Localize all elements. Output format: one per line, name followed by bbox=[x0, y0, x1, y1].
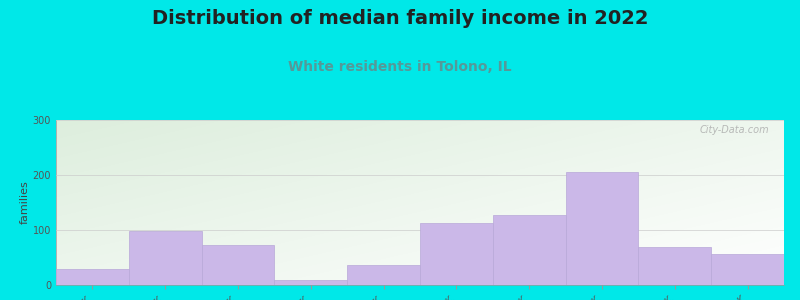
Bar bbox=[347, 265, 420, 285]
Text: Distribution of median family income in 2022: Distribution of median family income in … bbox=[152, 9, 648, 28]
Text: City-Data.com: City-Data.com bbox=[700, 125, 770, 135]
Y-axis label: families: families bbox=[20, 181, 30, 224]
Bar bbox=[129, 231, 202, 285]
Bar bbox=[566, 172, 638, 285]
Text: White residents in Tolono, IL: White residents in Tolono, IL bbox=[288, 60, 512, 74]
Bar bbox=[638, 247, 711, 285]
Bar bbox=[711, 254, 784, 285]
Bar bbox=[420, 223, 493, 285]
Bar bbox=[493, 215, 566, 285]
Bar bbox=[56, 268, 129, 285]
Bar bbox=[202, 245, 274, 285]
Bar bbox=[274, 280, 347, 285]
